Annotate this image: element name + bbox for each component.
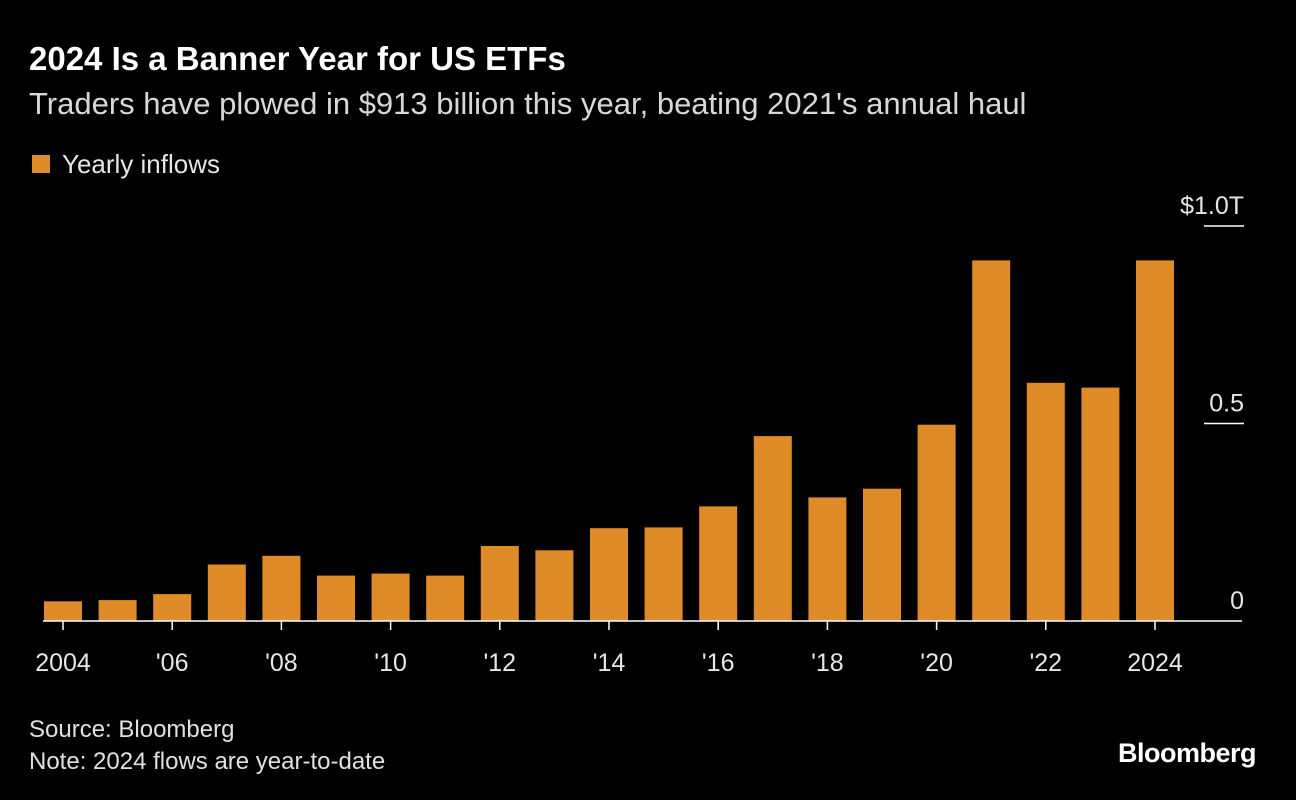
bloomberg-logo: Bloomberg bbox=[1117, 738, 1257, 768]
bar-2006 bbox=[153, 594, 192, 621]
x-tick-label: '22 bbox=[1030, 649, 1063, 677]
x-tick-label: '06 bbox=[156, 649, 189, 677]
bar-2020 bbox=[917, 424, 956, 621]
legend-swatch bbox=[32, 155, 50, 173]
y-tick-label: $1.0T bbox=[1180, 192, 1244, 220]
x-tick-label: '08 bbox=[265, 649, 298, 677]
bar-2016 bbox=[699, 506, 738, 621]
x-tick-label: 2024 bbox=[1127, 649, 1183, 677]
bar-chart: 0 0.5 $1.0T 2004 '06 '08 '10 '12 '14 '16 '18 '20 '2… bbox=[35, 192, 1244, 677]
bar-2019 bbox=[863, 488, 901, 621]
bar-2009 bbox=[317, 575, 355, 621]
footer-notes: Source: Bloomberg Note: 2024 flows are y… bbox=[29, 714, 385, 778]
bar-2022 bbox=[1026, 382, 1065, 621]
x-tick-label: '14 bbox=[593, 649, 626, 677]
bar-2017 bbox=[753, 436, 792, 621]
bar-2007 bbox=[207, 564, 246, 621]
chart-subtitle: Traders have plowed in $913 billion this… bbox=[29, 86, 1027, 121]
bar-2004 bbox=[44, 601, 82, 622]
note-text: Note: 2024 flows are year-to-date bbox=[29, 748, 386, 775]
bar-2015 bbox=[644, 527, 683, 621]
bar-2018 bbox=[808, 497, 847, 621]
y-tick-label: 0.5 bbox=[1209, 390, 1244, 418]
x-tick-label: '16 bbox=[702, 649, 735, 677]
bar-2021 bbox=[972, 260, 1011, 621]
legend: Yearly inflows bbox=[32, 148, 220, 180]
bar-2014 bbox=[590, 528, 628, 621]
bar-2013 bbox=[535, 550, 574, 621]
x-tick-label: '10 bbox=[374, 649, 407, 677]
bar-2005 bbox=[98, 600, 137, 621]
y-tick-label: 0 bbox=[1230, 587, 1244, 615]
bar-2023 bbox=[1081, 387, 1120, 621]
y-axis: 0 0.5 $1.0T bbox=[1180, 192, 1244, 615]
bar-2008 bbox=[262, 555, 301, 621]
bar-2011 bbox=[426, 575, 465, 621]
bar-2024 bbox=[1136, 260, 1174, 621]
x-tick-label: '20 bbox=[920, 649, 953, 677]
x-tick-label: 2004 bbox=[35, 649, 91, 677]
x-axis: 2004 '06 '08 '10 '12 '14 '16 '18 '20 '22 2024 bbox=[35, 621, 1183, 677]
bar-2012 bbox=[480, 546, 519, 621]
x-tick-label: '18 bbox=[811, 649, 844, 677]
bar-2010 bbox=[371, 573, 410, 621]
chart-title: 2024 Is a Banner Year for US ETFs bbox=[29, 40, 566, 77]
x-tick-label: '12 bbox=[484, 649, 517, 677]
bars-group bbox=[44, 260, 1174, 622]
source-text: Source: Bloomberg bbox=[29, 716, 235, 743]
legend-label: Yearly inflows bbox=[62, 148, 221, 179]
